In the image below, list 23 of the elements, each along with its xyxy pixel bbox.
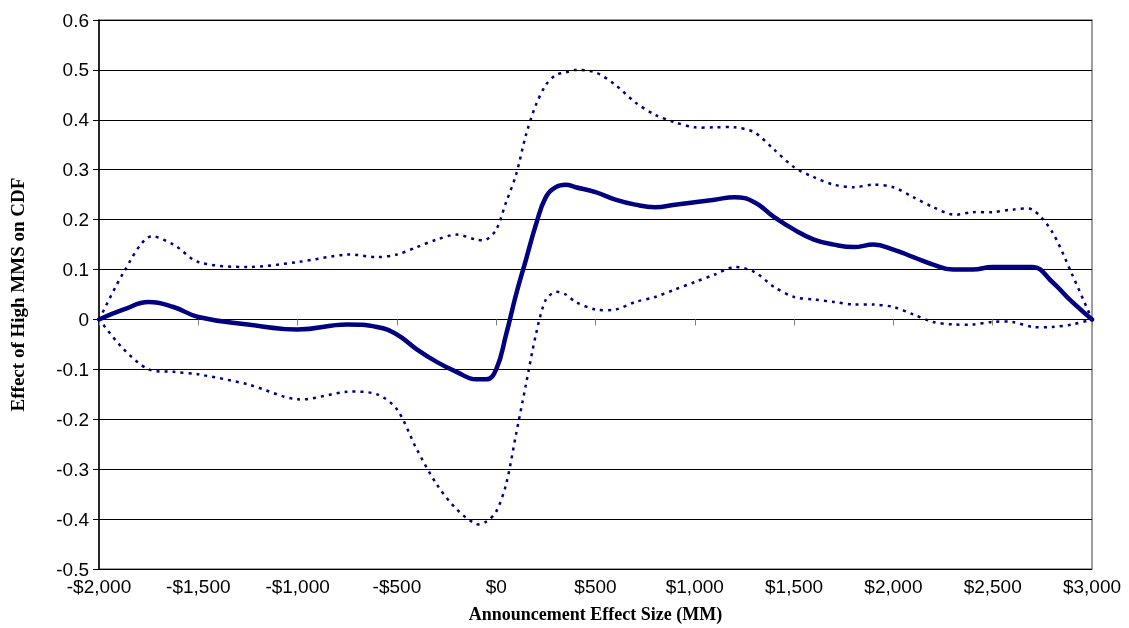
x-tick-label: -$1,000 bbox=[265, 576, 330, 597]
y-tick-label: 0.1 bbox=[62, 259, 89, 281]
y-tick-label: 0.4 bbox=[62, 109, 90, 131]
y-tick-label: 0.5 bbox=[62, 59, 89, 81]
y-tick-label: 0 bbox=[78, 308, 89, 330]
y-tick-label: -0.2 bbox=[56, 408, 89, 430]
x-tick-label: $500 bbox=[574, 576, 617, 597]
y-axis-title: Effect of High MMS on CDF bbox=[7, 177, 28, 412]
x-tick-label: $1,000 bbox=[665, 576, 724, 597]
y-tick-label: -0.1 bbox=[56, 358, 89, 380]
x-tick-label: $3,000 bbox=[1062, 576, 1122, 597]
y-tick-label: 0.3 bbox=[62, 159, 89, 181]
x-tick-label: $1,500 bbox=[765, 576, 824, 597]
y-tick-label: 0.2 bbox=[62, 209, 89, 231]
y-tick-label: -0.3 bbox=[56, 458, 89, 480]
x-tick-label: $2,500 bbox=[963, 576, 1022, 597]
x-axis-title: Announcement Effect Size (MM) bbox=[468, 604, 723, 625]
y-tick-label: -0.4 bbox=[56, 508, 90, 530]
y-tick-label: 0.6 bbox=[62, 9, 89, 31]
x-tick-label: $2,000 bbox=[864, 576, 923, 597]
x-tick-label: -$500 bbox=[372, 576, 422, 597]
x-tick-label: -$1,500 bbox=[166, 576, 231, 597]
x-tick-label: $0 bbox=[485, 576, 507, 597]
